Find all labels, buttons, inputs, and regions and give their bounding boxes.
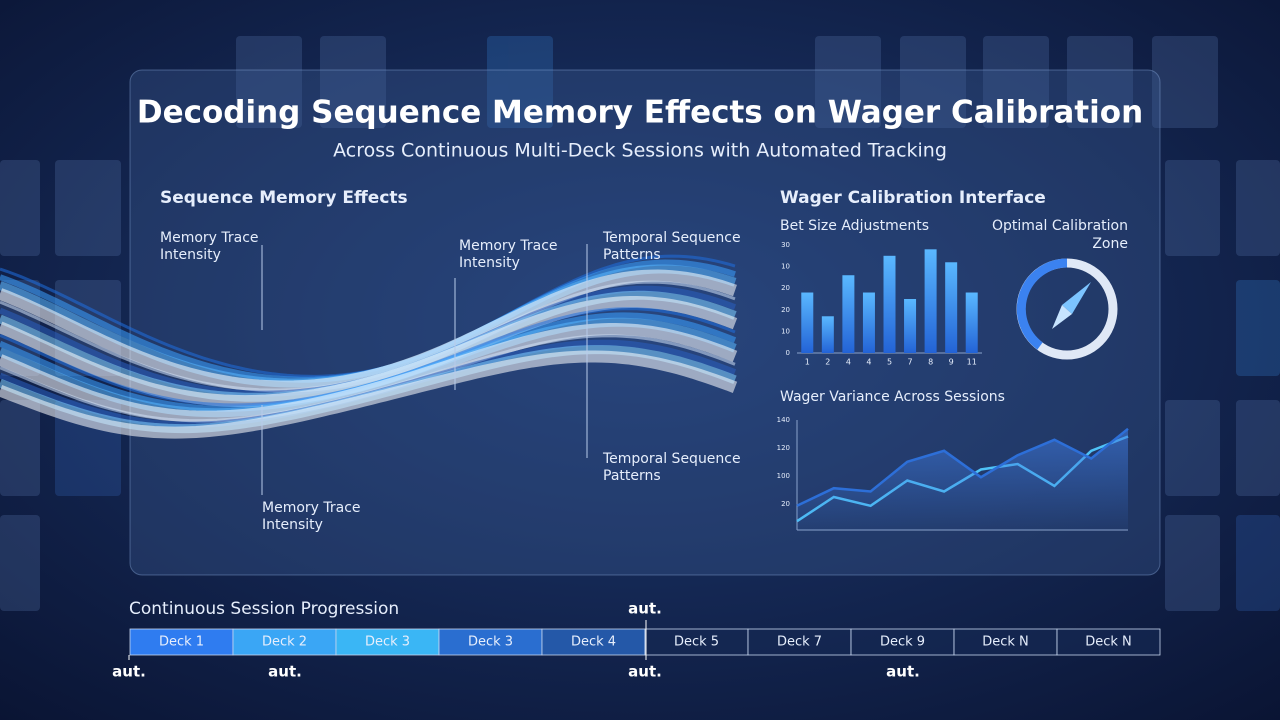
wave-label: Intensity bbox=[160, 247, 221, 263]
bar bbox=[904, 299, 917, 353]
bar-chart-title: Bet Size Adjustments bbox=[780, 218, 929, 234]
x-tick-label: 9 bbox=[949, 358, 954, 367]
deck-box bbox=[953, 628, 1058, 656]
wave bbox=[0, 323, 738, 423]
y-tick-label: 30 bbox=[781, 241, 790, 249]
gauge-title: Zone bbox=[1092, 236, 1128, 252]
right-heading: Wager Calibration Interface bbox=[780, 188, 1046, 208]
wave bbox=[0, 296, 738, 408]
left-heading: Sequence Memory Effects bbox=[160, 188, 408, 208]
wave-label: Patterns bbox=[603, 247, 661, 263]
wave-label: Temporal Sequence bbox=[602, 451, 741, 467]
wave bbox=[0, 269, 737, 393]
timeline-marker: aut. bbox=[268, 663, 302, 681]
y-tick-label: 20 bbox=[781, 306, 790, 314]
area bbox=[797, 428, 1128, 530]
y-tick-label: 0 bbox=[786, 349, 790, 357]
wave-ribbons bbox=[0, 254, 738, 439]
line-chart-title: Wager Variance Across Sessions bbox=[780, 389, 1005, 405]
wave-label: Intensity bbox=[262, 517, 323, 533]
y-tick-label: 100 bbox=[777, 472, 790, 480]
bar bbox=[924, 249, 937, 353]
deck-box bbox=[541, 628, 646, 656]
x-tick-label: 11 bbox=[967, 358, 977, 367]
deck-label: Deck 1 bbox=[159, 635, 204, 650]
x-tick-label: 7 bbox=[908, 358, 913, 367]
bar bbox=[883, 255, 896, 353]
bar bbox=[862, 292, 875, 353]
deck-label: Deck 9 bbox=[880, 635, 925, 650]
gauge bbox=[1016, 258, 1118, 360]
deck-box bbox=[644, 628, 749, 656]
x-tick-label: 4 bbox=[846, 358, 851, 367]
deck-label: Deck N bbox=[1085, 635, 1132, 650]
x-tick-label: 8 bbox=[928, 358, 933, 367]
timeline-marker: aut. bbox=[628, 663, 662, 681]
bar bbox=[801, 292, 814, 353]
y-tick-label: 10 bbox=[781, 263, 790, 271]
y-tick-label: 20 bbox=[781, 500, 790, 508]
title: Decoding Sequence Memory Effects on Wage… bbox=[137, 95, 1143, 131]
wave-label: Temporal Sequence bbox=[602, 230, 741, 246]
gauge-title: Optimal Calibration bbox=[992, 218, 1128, 234]
wave-label: Intensity bbox=[459, 255, 520, 271]
deck-label: Deck 3 bbox=[365, 635, 410, 650]
x-tick-label: 1 bbox=[805, 358, 810, 367]
wave-label: Memory Trace bbox=[160, 230, 259, 246]
bar bbox=[945, 262, 958, 353]
line bbox=[796, 427, 1129, 507]
y-tick-label: 10 bbox=[781, 327, 790, 335]
bar bbox=[821, 316, 834, 353]
timeline-marker: aut. bbox=[112, 663, 146, 681]
deck-box bbox=[232, 628, 337, 656]
wave bbox=[0, 350, 738, 439]
wave-label: Memory Trace bbox=[262, 500, 361, 516]
y-tick-label: 120 bbox=[777, 444, 790, 452]
deck-box bbox=[1056, 628, 1161, 656]
y-tick-label: 140 bbox=[777, 416, 790, 424]
deck-label: Deck N bbox=[982, 635, 1029, 650]
deck-label: Deck 3 bbox=[468, 635, 513, 650]
deck-box bbox=[850, 628, 955, 656]
timeline-title: Continuous Session Progression bbox=[129, 599, 399, 619]
timeline-marker: aut. bbox=[886, 663, 920, 681]
deck-label: Deck 2 bbox=[262, 635, 307, 650]
deck-label: Deck 4 bbox=[571, 635, 616, 650]
bar bbox=[965, 292, 978, 353]
y-tick-label: 20 bbox=[781, 284, 790, 292]
deck-box bbox=[335, 628, 440, 656]
deck-label: Deck 5 bbox=[674, 635, 719, 650]
bar bbox=[842, 275, 855, 353]
wave-label: Patterns bbox=[603, 468, 661, 484]
deck-box bbox=[438, 628, 543, 656]
x-tick-label: 4 bbox=[866, 358, 871, 367]
deck-label: Deck 7 bbox=[777, 635, 822, 650]
timeline-marker: aut. bbox=[628, 600, 662, 618]
x-tick-label: 2 bbox=[825, 358, 830, 367]
subtitle: Across Continuous Multi-Deck Sessions wi… bbox=[333, 140, 947, 162]
card-decor bbox=[0, 36, 1280, 611]
x-tick-label: 5 bbox=[887, 358, 892, 367]
wave-label: Memory Trace bbox=[459, 238, 558, 254]
